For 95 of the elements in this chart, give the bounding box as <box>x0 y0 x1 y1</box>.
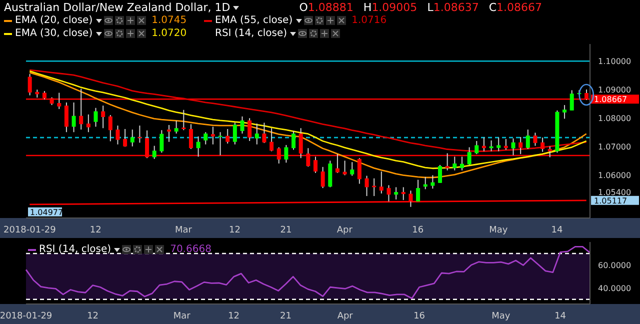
x-tick-label: 12 <box>228 311 240 322</box>
candlestick <box>108 114 112 142</box>
candlestick <box>474 140 479 155</box>
candlestick <box>101 105 106 129</box>
candlestick <box>64 102 68 133</box>
annotation: 1.04977 <box>30 208 64 217</box>
line-series <box>28 69 588 152</box>
x-tick-label: May <box>492 311 511 322</box>
candlestick <box>430 174 435 190</box>
legend-label: EMA (55, close) <box>215 15 293 26</box>
candlestick <box>86 114 90 133</box>
candlestick <box>379 171 384 194</box>
text: O1.08881 <box>299 1 354 14</box>
y-tick-label: 1.10000 <box>598 56 632 66</box>
legend-label: EMA (20, close) <box>15 15 93 26</box>
candlestick <box>270 128 274 152</box>
text: L1.08637 <box>427 1 479 14</box>
x-tick-label: May <box>489 225 508 236</box>
candlestick <box>210 126 215 145</box>
ref-line-label: 1.08667 <box>594 95 628 104</box>
candlestick <box>394 186 398 200</box>
candlestick <box>254 123 259 145</box>
text: C1.08667 <box>488 1 542 14</box>
candlestick <box>116 125 120 145</box>
y-tick-label: 60.0000 <box>598 260 632 270</box>
candlestick <box>167 124 171 142</box>
candlestick <box>562 104 567 120</box>
candlestick <box>160 130 164 154</box>
x-tick-label: 14 <box>554 311 566 322</box>
candlestick <box>460 156 464 171</box>
y-tick-label: 1.07000 <box>598 142 632 152</box>
candlestick <box>204 132 208 145</box>
x-tick-label: 14 <box>551 225 564 236</box>
text: 1.0720 <box>152 28 187 39</box>
chart-title: Australian Dollar/New Zealand Dollar, 1D <box>4 1 230 14</box>
candlestick <box>416 179 420 202</box>
y-tick-label: 1.08000 <box>598 114 632 124</box>
x-tick-label: Mar <box>174 225 192 236</box>
x-tick-label: 16 <box>414 311 426 322</box>
candlestick <box>123 128 128 148</box>
y-tick-label: 1.05400 <box>598 188 632 198</box>
candlestick <box>94 107 98 128</box>
x-tick-label: Apr <box>337 311 354 322</box>
x-tick-label: 21 <box>280 311 292 322</box>
candlestick <box>526 129 530 150</box>
x-tick-label: 12 <box>229 225 240 236</box>
candlestick <box>240 116 244 134</box>
candlestick <box>496 137 501 152</box>
candlestick <box>292 130 296 150</box>
candlestick <box>533 132 538 146</box>
y-tick-label: 1.06000 <box>598 171 632 180</box>
x-tick-label: 2018-01-29 <box>4 225 56 236</box>
text: 1.05117 <box>594 196 628 206</box>
x-tick-label: Mar <box>173 311 191 322</box>
candlestick <box>182 109 186 131</box>
candlestick <box>152 145 156 160</box>
x-tick-label: 16 <box>412 225 424 236</box>
y-tick-label: 1.09000 <box>598 85 632 94</box>
text: 1.0745 <box>152 15 187 26</box>
candlestick <box>226 128 230 144</box>
candlestick <box>342 160 347 176</box>
candlestick <box>130 129 134 147</box>
candlestick <box>364 175 369 197</box>
x-tick-label: 2018-01-29 <box>0 311 52 322</box>
x-tick-label: Apr <box>336 225 353 236</box>
y-tick-label: 40.0000 <box>598 284 632 293</box>
candlestick <box>284 144 288 164</box>
candlestick <box>28 73 32 96</box>
text: H1.09005 <box>363 1 418 14</box>
text: 1.0716 <box>352 15 387 26</box>
candlestick <box>218 132 222 156</box>
x-tick-label: 21 <box>280 225 292 236</box>
candlestick <box>570 90 574 111</box>
candlestick <box>350 162 354 176</box>
candlestick <box>196 136 200 158</box>
candlestick <box>248 118 252 142</box>
candlestick <box>540 137 545 152</box>
text: RSI (14, close) <box>215 28 288 39</box>
candlestick <box>174 120 178 134</box>
candlestick <box>262 122 266 144</box>
x-tick-label: 12 <box>90 225 102 236</box>
candlestick <box>320 166 325 189</box>
candlestick <box>438 164 442 184</box>
candlestick <box>467 146 472 166</box>
legend-label: EMA (30, close) <box>15 28 93 39</box>
legend-label: RSI (14, close) <box>39 244 112 255</box>
candlestick <box>232 122 237 145</box>
candlestick <box>511 138 516 156</box>
x-tick-label: 12 <box>87 311 99 322</box>
annotation: 70.6668 <box>170 244 212 255</box>
candlestick <box>188 124 193 150</box>
candlestick <box>328 160 332 188</box>
candlestick <box>72 102 76 133</box>
candlestick <box>452 156 457 171</box>
candlestick <box>357 158 362 184</box>
